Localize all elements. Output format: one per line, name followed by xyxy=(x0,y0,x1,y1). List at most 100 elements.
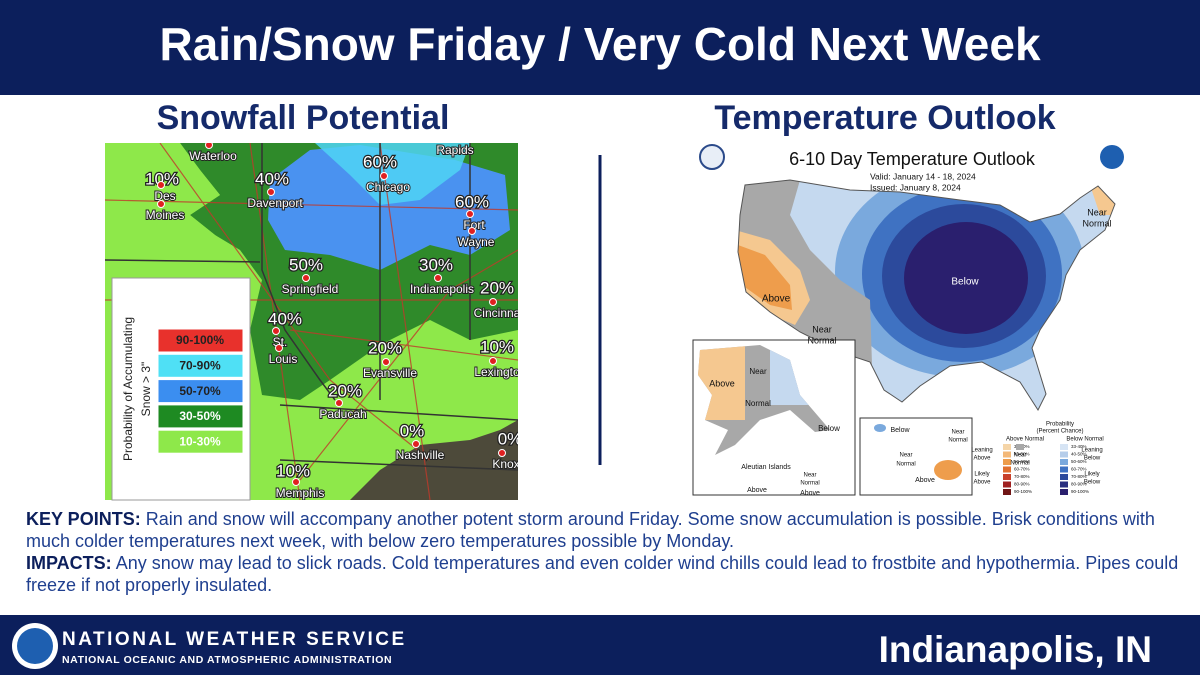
city-dot xyxy=(489,357,497,365)
snow-probability: 40% xyxy=(268,309,302,328)
hawaii-island xyxy=(874,424,886,432)
legend-label: 30-50% xyxy=(179,409,221,423)
legend-title: Snow > 3" xyxy=(139,362,153,417)
city-dot xyxy=(292,478,300,486)
legend-label: 90-100% xyxy=(1071,489,1089,494)
panel-heading: Temperature Outlook xyxy=(714,99,1055,137)
city-dot xyxy=(275,344,283,352)
outlook-label: (Percent Chance) xyxy=(1036,429,1083,435)
legend-swatch xyxy=(1003,459,1011,465)
key-points-label: KEY POINTS: xyxy=(26,509,141,529)
city-label: Lexingto xyxy=(474,365,520,379)
slide-title: Rain/Snow Friday / Very Cold Next Week xyxy=(159,18,1040,70)
outlook-label: Above xyxy=(747,487,767,494)
snow-probability: 0% xyxy=(498,429,523,448)
impacts-text: Any snow may lead to slick roads. Cold t… xyxy=(26,553,1179,595)
outlook-label: Normal xyxy=(948,438,967,444)
snow-probability: 40% xyxy=(255,169,289,188)
city-dot xyxy=(468,227,476,235)
city-label: Davenport xyxy=(247,196,303,210)
noaa-logo xyxy=(1100,145,1124,169)
legend-swatch xyxy=(1003,451,1011,458)
outlook-label: Above xyxy=(973,480,991,486)
outlook-label: Issued: January 8, 2024 xyxy=(870,182,961,192)
terrain xyxy=(350,420,518,500)
city-label: Wayne xyxy=(458,235,495,249)
key-points: KEY POINTS: Rain and snow will accompany… xyxy=(26,508,1186,596)
city-dot xyxy=(272,327,280,335)
city-dot xyxy=(267,188,275,196)
snow-probability: 60% xyxy=(363,152,397,171)
city-label: Waterloo xyxy=(189,149,237,163)
legend-swatch xyxy=(157,404,244,429)
state-lines xyxy=(105,143,518,471)
city-label: Indianapolis xyxy=(410,282,474,296)
legend-swatch xyxy=(157,379,244,404)
legend-swatch xyxy=(1060,466,1068,473)
legend-label: 80-90% xyxy=(1071,482,1087,487)
outlook-label: Above xyxy=(762,294,791,305)
legend-label: 50-70% xyxy=(179,384,221,398)
outlook-label: Near xyxy=(812,324,832,334)
legend-swatch xyxy=(157,353,244,378)
city-label: Cincinna xyxy=(474,306,521,320)
city-dot xyxy=(380,172,388,180)
city-dot xyxy=(412,440,420,448)
outlook-label: Valid: January 14 - 18, 2024 xyxy=(870,171,976,181)
impacts-paragraph: IMPACTS: Any snow may lead to slick road… xyxy=(26,552,1186,596)
office-name: Indianapolis, IN xyxy=(879,629,1152,670)
legend-swatch xyxy=(1003,466,1011,473)
outlook-label: Normal xyxy=(800,481,819,487)
legend-label: 90-100% xyxy=(1014,489,1032,494)
legend-label: 70-90% xyxy=(179,358,221,372)
legend-swatch xyxy=(157,328,244,353)
city-dot xyxy=(335,399,343,407)
outlook-label: Below Normal xyxy=(1066,437,1103,443)
outlook-label: Below xyxy=(1084,456,1101,462)
outlook-label: Above xyxy=(915,477,935,484)
snow-probability: 20% xyxy=(368,338,402,357)
city-dot xyxy=(434,274,442,282)
city-dot xyxy=(498,449,506,457)
city-dot xyxy=(382,358,390,366)
snow-probability: 10% xyxy=(276,461,310,480)
legend-label: 50-60% xyxy=(1071,459,1087,464)
outlook-label: Above xyxy=(973,456,991,462)
city-dot xyxy=(157,181,165,189)
outlook-label: Below xyxy=(951,277,979,288)
agency-name: NATIONAL WEATHER SERVICE xyxy=(62,629,407,650)
footer-band xyxy=(0,615,1200,675)
legend-label: 70-80% xyxy=(1014,474,1030,479)
legend-swatch xyxy=(1003,444,1011,450)
outlook-label: Near xyxy=(1013,453,1026,459)
city-label: Rapids xyxy=(436,143,473,157)
legend-swatch xyxy=(157,429,244,454)
outlook-label: Below xyxy=(890,427,910,434)
agency-parent: NATIONAL OCEANIC AND ATMOSPHERIC ADMINIS… xyxy=(62,654,392,666)
snow-probability: 50% xyxy=(289,255,323,274)
city-dot xyxy=(205,143,213,149)
snow-probability: 10% xyxy=(145,169,179,188)
legend-label: 50-60% xyxy=(1014,459,1030,464)
legend-label: 60-70% xyxy=(1071,467,1087,472)
outlook-label: Above Normal xyxy=(1006,437,1044,443)
outlook-label: Leaning xyxy=(1081,448,1102,454)
outlook-label: Near xyxy=(803,473,816,479)
outlook-label: Above xyxy=(709,378,735,388)
snow-probability: 30% xyxy=(419,255,453,274)
legend-swatch xyxy=(1060,481,1068,488)
legend-title: Probability of Accumulating xyxy=(121,317,135,461)
city-label: Springfield xyxy=(282,282,339,296)
city-label: Chicago xyxy=(366,180,410,194)
city-label: Moines xyxy=(146,208,185,222)
map-fill xyxy=(105,143,240,275)
city-label: Nashville xyxy=(396,448,445,462)
legend-swatch xyxy=(1060,444,1068,450)
city-label: Des xyxy=(154,189,175,203)
snow-probability: 20% xyxy=(328,381,362,400)
city-label: Knox xyxy=(492,457,519,471)
outlook-title: 6-10 Day Temperature Outlook xyxy=(789,149,1036,169)
